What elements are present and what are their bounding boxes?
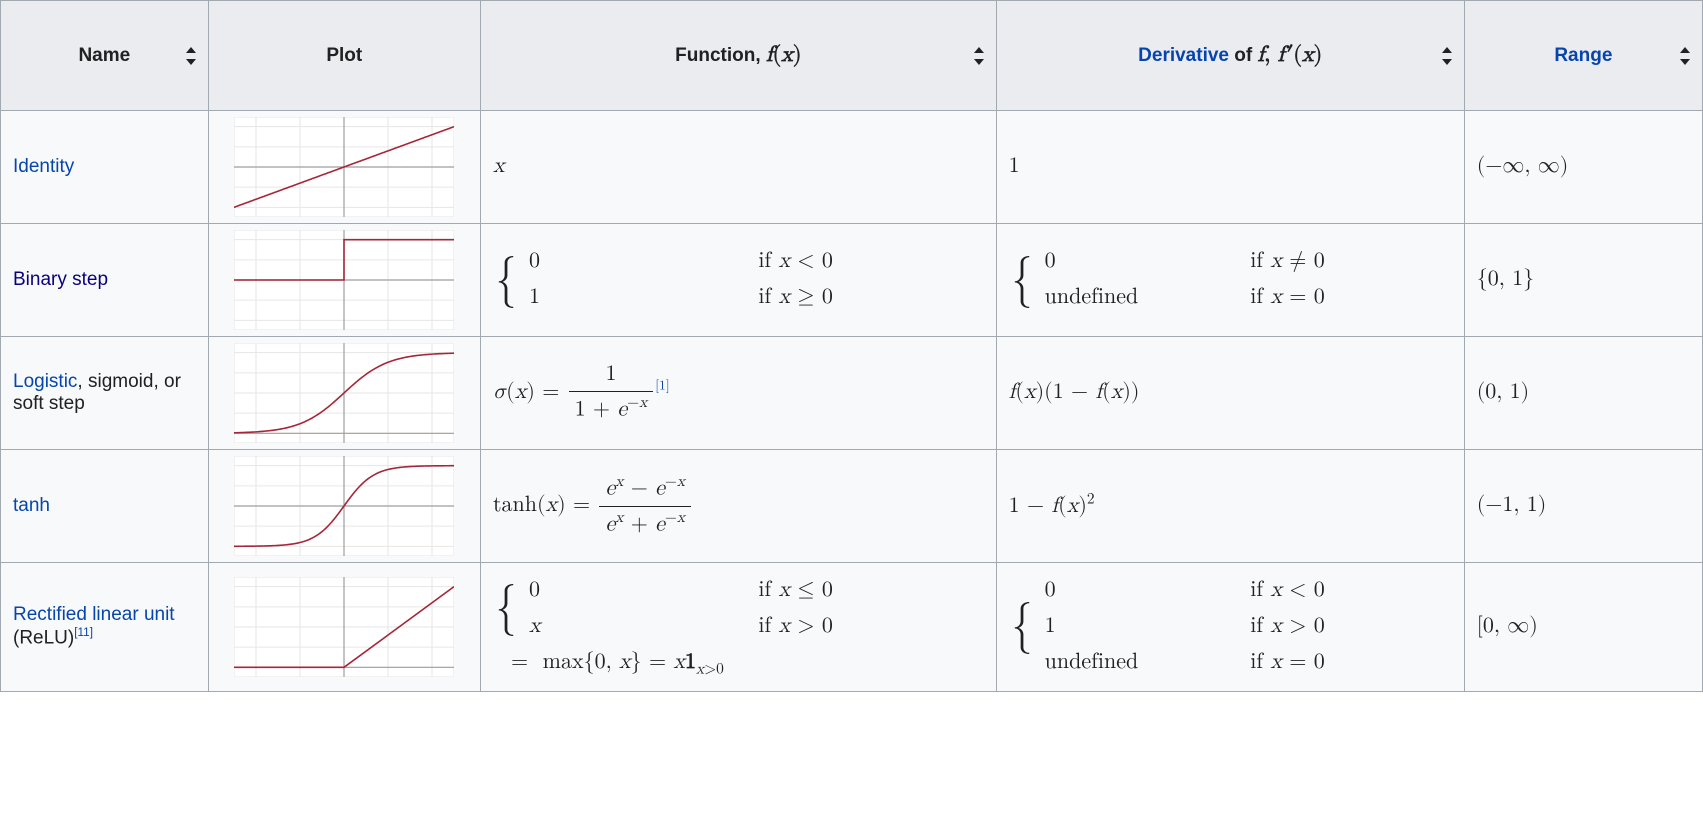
activation-functions-table: Name Plot Function, f(x) Derivative of f… — [0, 0, 1703, 692]
cell-derivative: 1 — [996, 111, 1464, 224]
cell-name: Rectified linear unit (ReLU)[11] — [1, 563, 209, 692]
cell-plot — [208, 224, 480, 337]
sort-icon — [972, 47, 986, 65]
col-header-derivative-label: Derivative of f, f ′(x) — [1138, 40, 1322, 72]
cell-function: {0if x < 01if x ≥ 0 — [480, 224, 996, 337]
col-header-function[interactable]: Function, f(x) — [480, 1, 996, 111]
col-header-derivative[interactable]: Derivative of f, f ′(x) — [996, 1, 1464, 111]
plot-relu — [234, 577, 454, 677]
sort-icon — [184, 47, 198, 65]
name-link[interactable]: Identity — [13, 156, 74, 177]
col-header-range-label: Range — [1554, 45, 1612, 67]
sort-icon — [1678, 47, 1692, 65]
cell-plot — [208, 450, 480, 563]
cell-range: (0, 1) — [1464, 337, 1702, 450]
table-row-identity: Identity x1(−∞, ∞) — [1, 111, 1703, 224]
col-header-name-label: Name — [78, 45, 130, 67]
sort-icon — [1440, 47, 1454, 65]
col-header-plot-label: Plot — [326, 45, 362, 67]
name-link[interactable]: Binary step — [13, 269, 108, 290]
cell-name: Identity — [1, 111, 209, 224]
cell-derivative: 1 − f(x)2 — [996, 450, 1464, 563]
table-row-tanh: tanh tanh(x) = ex − e−xex + e−x1 − f(x)2(… — [1, 450, 1703, 563]
col-header-function-label: Function, f(x) — [675, 40, 801, 72]
plot-binary-step — [234, 230, 454, 330]
col-header-name[interactable]: Name — [1, 1, 209, 111]
table-row-binary-step: Binary step {0if x < 01if x ≥ 0{0if x ≠ 0… — [1, 224, 1703, 337]
cell-plot — [208, 337, 480, 450]
citation-link[interactable]: [11] — [74, 626, 93, 639]
cell-function: x — [480, 111, 996, 224]
col-header-range[interactable]: Range — [1464, 1, 1702, 111]
cell-range: (−∞, ∞) — [1464, 111, 1702, 224]
cell-name: tanh — [1, 450, 209, 563]
cell-plot — [208, 111, 480, 224]
cell-function: σ(x) = 11 + e−x[1] — [480, 337, 996, 450]
name-link[interactable]: tanh — [13, 495, 50, 516]
cell-name: Binary step — [1, 224, 209, 337]
col-header-plot: Plot — [208, 1, 480, 111]
plot-tanh — [234, 456, 454, 556]
cell-name: Logistic, sigmoid, or soft step — [1, 337, 209, 450]
cell-range: [0, ∞) — [1464, 563, 1702, 692]
cell-range: {0, 1} — [1464, 224, 1702, 337]
name-link[interactable]: Rectified linear unit — [13, 604, 175, 625]
cell-derivative: {0if x ≠ 0undefinedif x = 0 — [996, 224, 1464, 337]
header-row: Name Plot Function, f(x) Derivative of f… — [1, 1, 1703, 111]
cell-function: tanh(x) = ex − e−xex + e−x — [480, 450, 996, 563]
table-row-logistic: Logistic, sigmoid, or soft step σ(x) = 11… — [1, 337, 1703, 450]
cell-range: (−1, 1) — [1464, 450, 1702, 563]
plot-identity — [234, 117, 454, 217]
cell-plot — [208, 563, 480, 692]
table-row-relu: Rectified linear unit (ReLU)[11] {0if x ≤… — [1, 563, 1703, 692]
range-link[interactable]: Range — [1554, 45, 1612, 66]
cell-derivative: f(x)(1 − f(x)) — [996, 337, 1464, 450]
cell-derivative: {0if x < 01if x > 0undefinedif x = 0 — [996, 563, 1464, 692]
derivative-link[interactable]: Derivative — [1138, 45, 1229, 66]
cell-function: {0if x ≤ 0xif x > 0= max{0, x} = x1x>0 — [480, 563, 996, 692]
name-link[interactable]: Logistic — [13, 371, 77, 392]
plot-logistic — [234, 343, 454, 443]
